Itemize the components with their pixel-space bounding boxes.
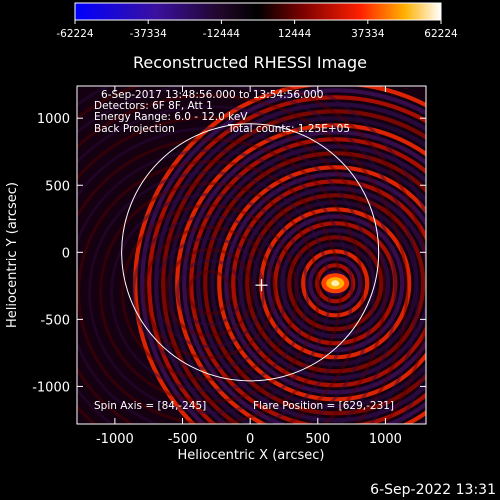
interference-ring [252, 200, 419, 367]
y-tick-label: 500 [45, 179, 70, 194]
interference-ring [287, 235, 384, 332]
annotations: 6-Sep-2017 13:48:56.000 to 13:54:56.000 … [94, 89, 394, 412]
y-tick-label: -500 [40, 313, 70, 328]
interference-ring [210, 158, 426, 409]
colorbar-tick-label: 37334 [351, 28, 385, 40]
interference-ring [203, 151, 426, 416]
spin-axis-marker [255, 279, 268, 292]
heatmap-image [77, 86, 426, 424]
interference-ring [140, 88, 426, 424]
annotation-detectors: Detectors: 6F 8F, Att 1 [94, 100, 213, 112]
interference-ring [308, 256, 363, 311]
x-axis-label: Heliocentric X (arcsec) [178, 448, 325, 463]
interference-ring [245, 193, 426, 374]
chart-title: Reconstructed RHESSI Image [133, 53, 367, 72]
interference-ring [99, 182, 321, 404]
annotation-energy-range: Energy Range: 6.0 - 12.0 keV [94, 111, 248, 123]
y-tick-label: 1000 [37, 112, 70, 127]
colorbar-tick-label: -12444 [203, 28, 241, 40]
interference-ring [121, 204, 299, 382]
colorbar [74, 2, 442, 21]
interference-ring [77, 86, 420, 424]
colorbar-ticks: -62224 -37334 -12444 12444 37334 62224 [56, 20, 458, 40]
interference-ring [175, 123, 426, 424]
interference-ring [196, 144, 426, 423]
x-tick-label: 0 [246, 432, 254, 447]
interference-ring [273, 221, 398, 346]
interference-ring [231, 179, 426, 388]
annotation-time-range: 6-Sep-2017 13:48:56.000 to 13:54:56.000 [101, 89, 323, 101]
interference-ring [143, 226, 277, 360]
interference-ring [110, 193, 310, 393]
interference-ring [294, 242, 377, 325]
interference-ring [133, 86, 426, 424]
interference-ring [301, 249, 370, 318]
interference-ring [88, 171, 332, 415]
annotation-total-counts: Total counts: 1.25E+05 [227, 123, 350, 135]
annotation-spin-axis: Spin Axis = [84,-245] [94, 400, 206, 412]
interference-ring [187, 270, 233, 316]
interference-ring [266, 214, 405, 353]
annotation-flare-position: Flare Position = [629,-231] [253, 400, 394, 412]
interference-ring [77, 149, 354, 424]
interference-ring [238, 186, 426, 381]
interference-ring [77, 94, 409, 424]
interference-ring [161, 109, 426, 424]
interference-ring [77, 116, 387, 424]
colorbar-tick-label: -37334 [130, 28, 168, 40]
interference-ring [189, 137, 426, 424]
interference-ring [224, 172, 426, 395]
interference-ring [77, 105, 398, 424]
interference-ring [165, 248, 255, 338]
x-tick-label: 500 [305, 432, 330, 447]
interference-ring [315, 263, 356, 304]
footer-timestamp: 6-Sep-2022 13:31 [370, 482, 496, 498]
colorbar-tick-label: -62224 [56, 28, 94, 40]
y-tick-label: 0 [62, 246, 70, 261]
interference-ring [132, 215, 288, 371]
colorbar-tick-label: 62224 [424, 28, 458, 40]
interference-ring [154, 237, 266, 349]
solar-disk-circle [121, 123, 380, 382]
interference-ring [168, 116, 426, 424]
interference-ring [176, 259, 244, 327]
plot-frame [76, 85, 427, 425]
y-axis-label: Heliocentric Y (arcsec) [5, 182, 20, 328]
x-tick-label: -500 [168, 432, 198, 447]
interference-ring [147, 95, 426, 424]
x-tick-label: 1000 [369, 432, 402, 447]
interference-ring [280, 228, 391, 339]
x-tick-label: -1000 [96, 432, 134, 447]
axis-ticks: -1000 -500 0 500 1000 -1000 -500 0 500 1000 [32, 86, 426, 447]
colorbar-tick-label: 12444 [278, 28, 312, 40]
flare-peak [331, 280, 340, 287]
interference-ring [182, 130, 426, 424]
interference-ring [77, 127, 376, 424]
interference-ring [77, 138, 365, 424]
annotation-method: Back Projection [94, 123, 175, 135]
interference-ring [217, 165, 426, 402]
interference-ring [154, 102, 426, 424]
y-tick-label: -1000 [32, 380, 70, 395]
